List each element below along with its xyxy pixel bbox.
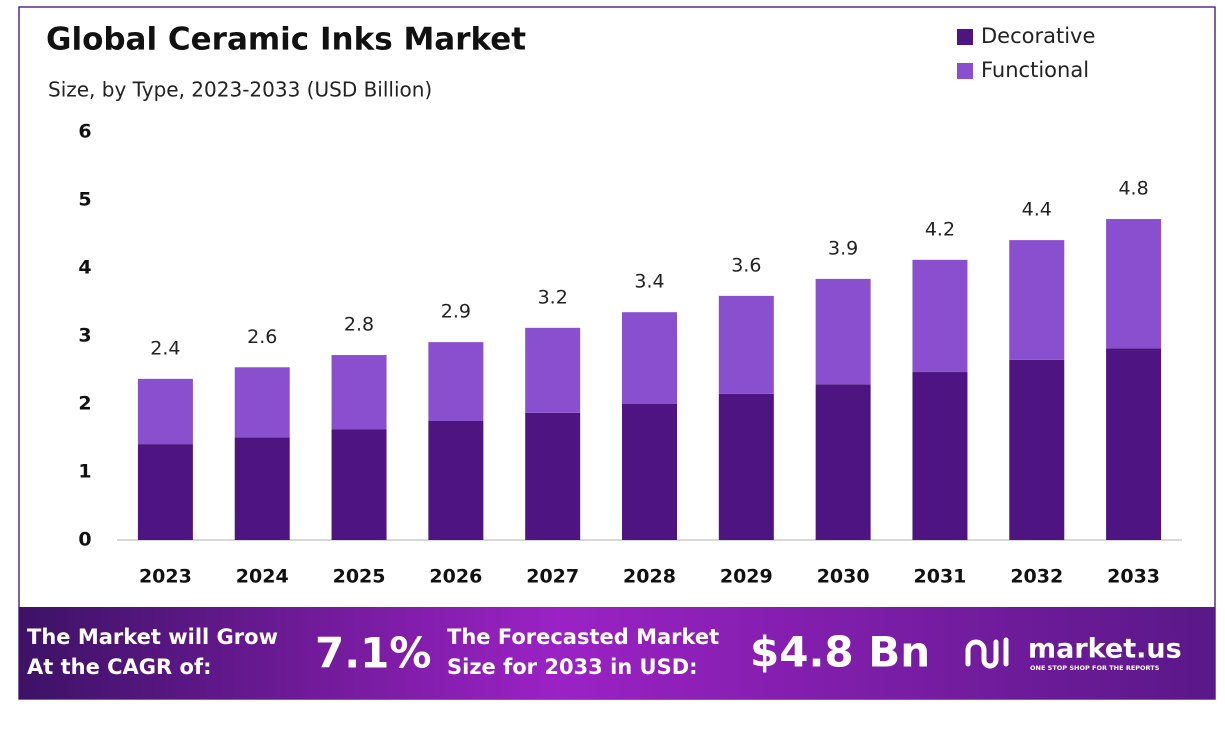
- forecast-value: $4.8 Bn: [750, 628, 930, 677]
- y-tick-label: 5: [78, 189, 91, 211]
- total-label: 2.8: [344, 314, 374, 336]
- bar-segment: [137, 378, 193, 445]
- total-label: 3.9: [828, 237, 858, 259]
- total-label: 3.4: [634, 271, 664, 293]
- brand: market.us: [1028, 634, 1182, 665]
- x-tick-label: 2028: [623, 566, 676, 588]
- bar-segment: [137, 444, 193, 540]
- chart-title: Global Ceramic Inks Market: [46, 22, 526, 58]
- plot: 0 1 2 3 4 5 6 2.4 2023 2.6 2024 2.8 2025 2.9 2026 3.2 20…: [78, 121, 1182, 588]
- x-tick-label: 2029: [720, 566, 773, 588]
- tagline: ONE STOP SHOP FOR THE REPORTS: [1030, 664, 1160, 672]
- legend-label: Functional: [981, 58, 1089, 82]
- bar-segment: [1009, 359, 1065, 540]
- bar-segment: [815, 278, 871, 385]
- bar-segment: [1009, 240, 1065, 360]
- total-label: 3.2: [538, 286, 568, 308]
- bar-segment: [331, 355, 387, 430]
- x-tick-label: 2024: [236, 566, 289, 588]
- total-label: 3.6: [731, 254, 761, 276]
- bar-segment: [912, 372, 968, 540]
- forecast-text: The Forecasted Market: [447, 625, 719, 649]
- cagr-value: 7.1%: [315, 629, 431, 678]
- y-tick-label: 3: [78, 325, 91, 347]
- cagr-text: At the CAGR of:: [27, 655, 212, 679]
- x-tick-label: 2026: [429, 566, 482, 588]
- brand-logo: [965, 637, 1009, 669]
- bar-segment: [622, 404, 677, 540]
- x-tick-label: 2023: [139, 566, 192, 588]
- y-tick-label: 4: [78, 257, 91, 279]
- bar-segment: [718, 393, 774, 540]
- y-tick-label: 2: [78, 393, 91, 415]
- bar-segment: [815, 384, 871, 540]
- total-label: 4.8: [1118, 178, 1148, 200]
- cagr-text: The Market will Grow: [27, 625, 278, 649]
- total-label: 2.4: [150, 337, 180, 359]
- legend-swatch: [957, 29, 973, 45]
- bar-segment: [1106, 348, 1162, 540]
- bar-segment: [622, 312, 677, 404]
- bar-segment: [718, 295, 774, 394]
- legend-swatch: [957, 63, 973, 79]
- forecast-text: Size for 2033 in USD:: [447, 655, 698, 679]
- banner: [19, 607, 1215, 699]
- bar-segment: [331, 429, 387, 540]
- total-label: 2.9: [441, 301, 471, 323]
- bar-segment: [234, 437, 290, 540]
- bar-segment: [234, 367, 290, 438]
- y-tick-label: 1: [78, 461, 91, 483]
- bar-segment: [428, 342, 484, 421]
- total-label: 4.2: [925, 218, 955, 240]
- x-tick-label: 2031: [914, 566, 967, 588]
- bar-segment: [1106, 219, 1162, 349]
- x-tick-label: 2033: [1107, 566, 1160, 588]
- y-tick-label: 6: [78, 121, 91, 143]
- bar-segment: [428, 421, 484, 540]
- x-tick-label: 2025: [333, 566, 386, 588]
- bar-segment: [912, 259, 968, 373]
- legend-label: Decorative: [981, 24, 1095, 48]
- y-tick-label: 0: [78, 529, 91, 551]
- x-tick-label: 2032: [1010, 566, 1063, 588]
- x-tick-label: 2030: [817, 566, 870, 588]
- chart-subtitle: Size, by Type, 2023-2033 (USD Billion): [48, 78, 432, 102]
- legend: Decorative Functional: [957, 24, 1095, 82]
- bar-segment: [525, 327, 581, 413]
- x-tick-label: 2027: [526, 566, 579, 588]
- total-label: 2.6: [247, 326, 277, 348]
- bar-segment: [525, 412, 581, 540]
- total-label: 4.4: [1022, 199, 1052, 221]
